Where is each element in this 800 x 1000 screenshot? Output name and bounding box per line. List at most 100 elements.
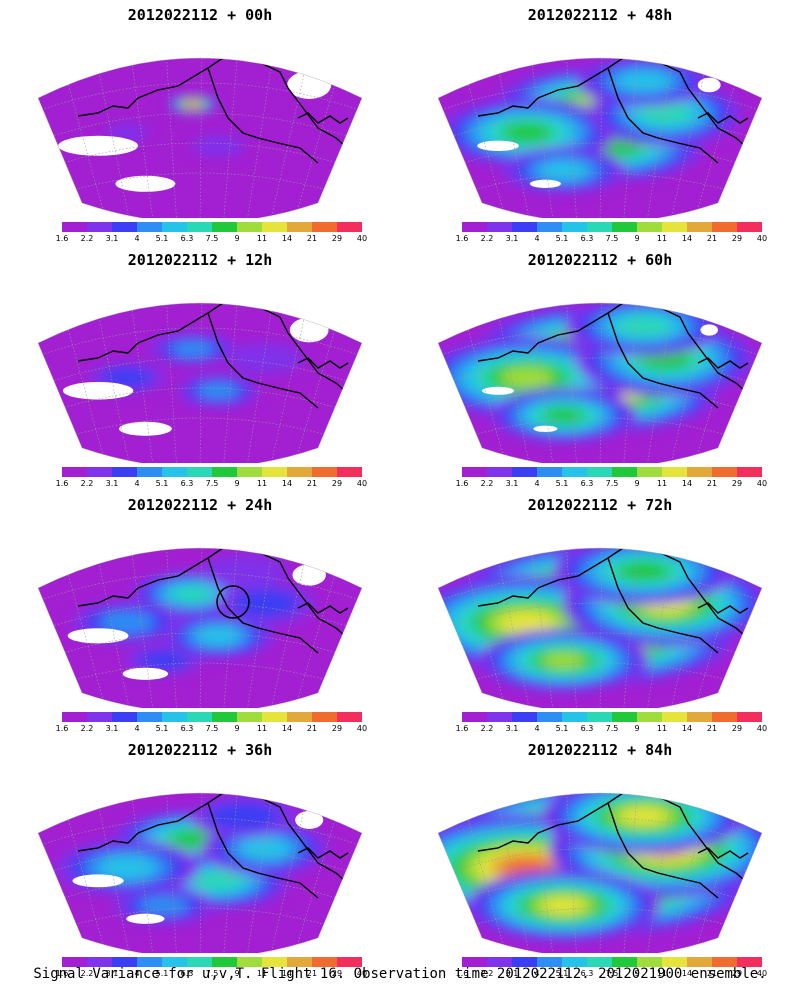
domain-outline (37, 57, 363, 218)
variance-map (37, 302, 363, 463)
colorbar-tick-label: 1.6 (55, 724, 69, 733)
colorbar-tick-label: 1.6 (55, 969, 69, 978)
meridian-line (668, 548, 711, 708)
colorbar-tick-label: 11 (256, 969, 268, 978)
colorbar-tick-label: 11 (256, 724, 268, 733)
variance-contour (617, 316, 670, 336)
colorbar-tick-label: 9 (234, 234, 240, 243)
colorbar-tick-label: 29 (331, 969, 343, 978)
variance-contour (542, 407, 585, 424)
colorbar-swatch (612, 222, 637, 232)
colorbar-tick-label: 21 (706, 969, 718, 978)
figure-caption: Signal Variance for u,v,T. Flight 16. Ob… (33, 966, 767, 982)
colorbar-swatch (287, 467, 312, 477)
low-variance-gap (72, 874, 124, 888)
target-circle (216, 585, 250, 619)
parallel-line (38, 357, 362, 394)
colorbar-swatch (662, 467, 687, 477)
variance-contour (617, 561, 670, 581)
colorbar-swatch (112, 467, 137, 477)
colorbar-swatch (187, 222, 212, 232)
domain-outline (437, 57, 763, 218)
colorbar-tick-label: 1.6 (455, 234, 469, 243)
panel-title: 2012022112 + 84h (527, 741, 673, 759)
colorbar-swatch (337, 222, 362, 232)
colorbar-tick-label: 7.5 (205, 969, 219, 978)
colorbar-tick-label: 2.2 (480, 724, 494, 733)
low-variance-gap (122, 667, 169, 680)
colorbar-swatch (487, 712, 512, 722)
colorbar-swatch (162, 957, 187, 967)
colorbar-tick-label: 4 (134, 234, 140, 243)
colorbar-tick-label: 3.1 (105, 234, 119, 243)
colorbar-swatch (487, 957, 512, 967)
colorbar-tick-label: 14 (681, 234, 693, 243)
colorbar-tick-label: 29 (331, 234, 343, 243)
colorbar-tick-label: 29 (731, 969, 743, 978)
variance-contour (228, 342, 303, 375)
meridian-line (529, 793, 555, 953)
colorbar-swatch (612, 712, 637, 722)
colorbar-tick-label: 9 (634, 969, 640, 978)
colorbar-swatch (687, 957, 712, 967)
meridian-line (493, 548, 532, 708)
colorbar-tick-label: 2.2 (480, 969, 494, 978)
parallel-line (438, 907, 762, 944)
colorbar-labels: 1.6 2.2 3.1 4 5.1 6.3 7.5 9 11 14 21 29 40 (56, 724, 367, 734)
parallel-line (438, 817, 762, 854)
meridian-line (493, 303, 532, 463)
colorbar-tick-label: 9 (234, 724, 240, 733)
variance-contour (640, 102, 692, 125)
colorbar-swatch (587, 957, 612, 967)
variance-contour (101, 367, 153, 388)
variance-contour (138, 896, 189, 915)
colorbar-swatch (737, 712, 762, 722)
colorbar-swatch (562, 222, 587, 232)
colorbar-swatch (337, 957, 362, 967)
colorbar-swatch (137, 957, 162, 967)
colorbar-tick-label: 29 (331, 479, 343, 488)
map-panel: 2012022112 + 36h 1.6 2.2 3.1 4 5.1 6.3 7.5 9 11 14… (0, 735, 400, 980)
colorbar-tick-label: 7.5 (605, 234, 619, 243)
colorbar-swatch (287, 222, 312, 232)
colorbar-swatch (562, 957, 587, 967)
colorbar-swatch (337, 467, 362, 477)
colorbar-tick-label: 11 (656, 234, 668, 243)
low-variance-gap (529, 179, 561, 188)
variance-map (37, 792, 363, 953)
meridian-line (222, 793, 239, 953)
parallel-line (38, 907, 362, 944)
variance-contour (191, 135, 245, 157)
colorbar-tick-label: 21 (706, 479, 718, 488)
parallel-line (438, 632, 762, 669)
meridian-line (529, 303, 555, 463)
colorbar-swatch (112, 222, 137, 232)
colorbar-tick-label: 40 (356, 479, 368, 488)
variance-contour (172, 586, 213, 602)
colorbar-tick-label: 40 (356, 234, 368, 243)
meridian-line (668, 793, 711, 953)
colorbar-swatch (512, 467, 537, 477)
variance-map (437, 57, 763, 218)
parallel-line (38, 82, 362, 119)
colorbar-swatch (612, 957, 637, 967)
colorbar-swatch (687, 222, 712, 232)
colorbar-swatch (262, 712, 287, 722)
domain-outline (437, 547, 763, 708)
colorbar-tick-label: 5.1 (555, 724, 569, 733)
colorbar-tick-label: 4 (134, 969, 140, 978)
colorbar-tick-label: 1.6 (55, 479, 69, 488)
low-variance-gap (115, 175, 176, 192)
colorbar-tick-label: 7.5 (605, 724, 619, 733)
panel-title: 2012022112 + 72h (527, 496, 673, 514)
colorbar-labels: 1.6 2.2 3.1 4 5.1 6.3 7.5 9 11 14 21 29 40 (456, 969, 767, 979)
colorbar-swatch (737, 957, 762, 967)
colorbar-tick-label: 3.1 (105, 479, 119, 488)
parallel-line (438, 572, 762, 609)
colorbar-swatch (637, 222, 662, 232)
meridian-line (493, 58, 532, 218)
meridian-line (222, 303, 239, 463)
variance-contour (616, 71, 671, 92)
colorbar-swatch (312, 467, 337, 477)
parallel-line (38, 327, 362, 364)
